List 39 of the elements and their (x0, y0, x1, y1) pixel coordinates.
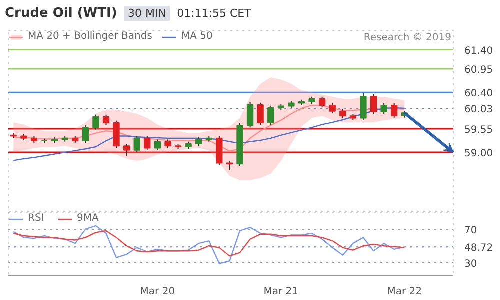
chart-subtitle: 30 MIN (124, 6, 170, 21)
candlestick (102, 114, 110, 126)
y-tick-label: 70 (464, 225, 478, 236)
ref-line-label: 48.72 (464, 243, 494, 254)
candlestick (268, 105, 274, 126)
ref-line-label: 60.40 (464, 88, 494, 100)
candlestick (360, 92, 367, 121)
candlestick (82, 125, 89, 144)
x-tick-label: Mar 21 (264, 286, 299, 298)
candlestick (370, 94, 378, 115)
ref-line-label: 60.95 (464, 65, 494, 76)
candlestick (144, 136, 151, 151)
candlestick (113, 120, 120, 149)
ref-line-label: 59.00 (464, 148, 494, 160)
candlestick (257, 102, 264, 126)
candlestick (318, 96, 326, 108)
line-series (13, 225, 406, 264)
y-tick-label: 30 (464, 258, 478, 270)
legend-label: MA 50 (181, 31, 213, 42)
ref-line-label: 61.40 (464, 46, 494, 57)
x-tick-label: Mar 22 (387, 286, 422, 298)
candlestick (134, 136, 140, 154)
legend-label: 9MA (77, 213, 99, 224)
chart-title: Crude Oil (WTI) (5, 6, 118, 21)
text: 01:11:55 CET (177, 7, 252, 20)
candlestick (92, 114, 100, 130)
series-label: RSI (28, 213, 46, 224)
candlestick (246, 102, 254, 128)
candlestick (329, 102, 336, 114)
x-tick-label: Mar 20 (140, 286, 176, 298)
line-series (13, 230, 406, 257)
ref-line-label: 60.03 (464, 104, 494, 116)
ref-line-label: 59.55 (464, 124, 494, 136)
candlestick (380, 102, 388, 115)
candlestick (154, 139, 162, 151)
candlestick (391, 102, 398, 118)
legend-label: MA 20 + Bollinger Bands (28, 31, 152, 42)
candlestick (123, 143, 130, 156)
annotation: Research © 2019 (364, 32, 452, 44)
